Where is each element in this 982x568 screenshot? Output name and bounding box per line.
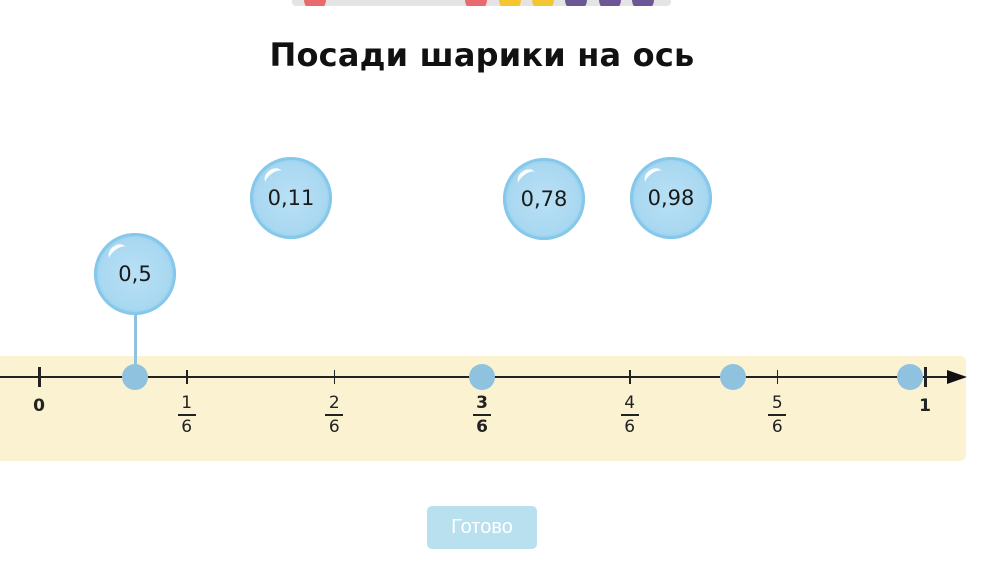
axis-tick (776, 370, 779, 384)
page-title: Посади шарики на ось (269, 36, 695, 74)
numerator: 5 (771, 393, 783, 413)
fraction-bar (768, 414, 787, 416)
axis-tick (38, 367, 41, 387)
done-button[interactable]: Готово (427, 506, 537, 549)
target-dot[interactable] (719, 364, 746, 390)
fraction-bar (620, 414, 639, 416)
numerator: 2 (328, 393, 340, 413)
balloon-0-78[interactable]: 0,78 (503, 158, 585, 240)
balloon-label: 0,11 (267, 186, 315, 210)
numerator: 4 (624, 393, 636, 413)
balloon-label: 0,78 (520, 187, 568, 211)
progress-pip (599, 0, 621, 6)
balloon-0-98[interactable]: 0,98 (630, 157, 712, 239)
denominator: 6 (328, 417, 340, 437)
balloon-0-11[interactable]: 0,11 (250, 157, 332, 239)
balloon-label: 0,5 (118, 262, 152, 286)
progress-pip (565, 0, 587, 6)
target-dot[interactable] (469, 364, 495, 390)
axis-tick (629, 370, 631, 384)
axis-tick (333, 370, 336, 384)
denominator: 6 (181, 417, 193, 437)
denominator: 6 (476, 417, 488, 437)
progress-pip (465, 0, 487, 6)
progress-pip (499, 0, 521, 6)
progress-bar (292, 0, 671, 6)
target-dot[interactable] (896, 364, 923, 390)
balloon-string (134, 314, 137, 366)
numerator: 3 (476, 393, 488, 413)
progress-pip (532, 0, 554, 6)
balloon-label: 0,98 (647, 186, 695, 210)
progress-pip (632, 0, 654, 6)
denominator: 6 (771, 417, 783, 437)
fraction-bar (177, 414, 196, 416)
fraction-bar (473, 414, 491, 416)
progress-pip (304, 0, 326, 6)
fraction-bar (325, 414, 344, 416)
numerator: 1 (181, 393, 193, 413)
axis-tick (186, 370, 188, 384)
balloon-0-5[interactable]: 0,5 (94, 233, 176, 315)
axis-tick (924, 367, 927, 387)
axis-label: 0 (33, 396, 45, 416)
axis-label: 1 (919, 396, 931, 416)
target-dot[interactable] (121, 364, 148, 390)
axis-arrow-icon (947, 370, 967, 384)
denominator: 6 (624, 417, 636, 437)
